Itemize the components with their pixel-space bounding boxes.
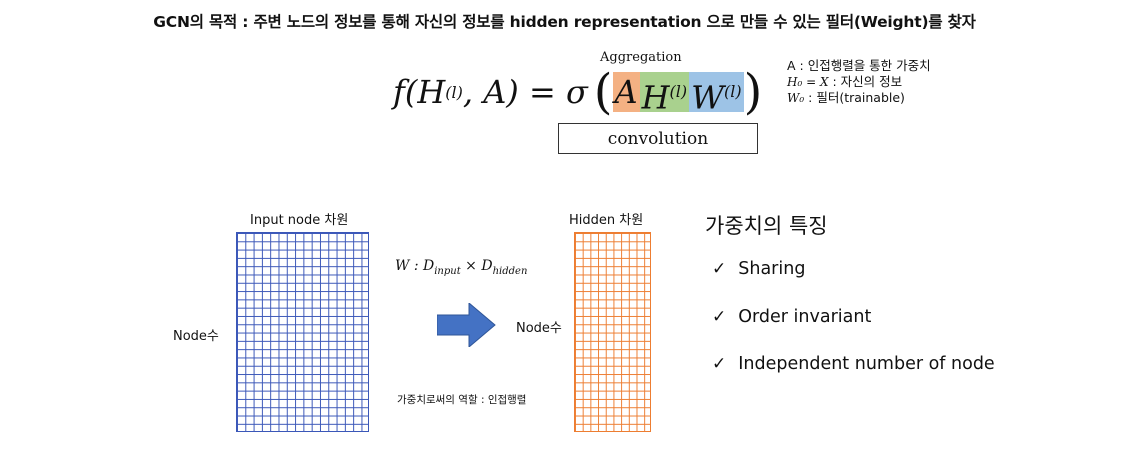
adjacency-role-note: 가중치로써의 역할 : 인접행렬 <box>397 394 527 406</box>
formula-lhs: f(H <box>393 73 446 111</box>
weight-eq-times: × D <box>460 258 493 274</box>
right-paren: ) <box>743 64 763 120</box>
hidden-matrix-grid <box>574 232 651 432</box>
note-filter-math: W₀ <box>787 91 805 105</box>
note-adjacency: A : 인접행렬을 통한 가중치 <box>787 58 931 73</box>
convolution-box: convolution <box>558 123 758 154</box>
weight-eq-sub-input: input <box>434 265 461 277</box>
formula-lhs-rest: , A) = σ <box>462 73 588 111</box>
left-paren: ( <box>593 64 613 120</box>
feature-item: ✓ Independent number of node <box>712 354 995 374</box>
convolution-label: convolution <box>607 128 709 149</box>
hidden-dim-label: Hidden 차원 <box>569 213 644 228</box>
feature-item: ✓ Order invariant <box>712 307 871 327</box>
features-title: 가중치의 특징 <box>705 214 828 238</box>
node-count-right: Node수 <box>516 321 562 336</box>
note-self-math: H₀ = X <box>787 75 829 89</box>
feature-item: ✓ Sharing <box>712 259 805 279</box>
check-icon: ✓ <box>712 354 727 374</box>
term-h-sup: (l) <box>669 82 688 101</box>
weight-eq-main: W : D <box>395 258 435 274</box>
formula-lhs-sup: (l) <box>445 82 463 102</box>
node-count-left: Node수 <box>173 329 219 344</box>
note-filter-text: : 필터(trainable) <box>804 90 905 105</box>
formula-notes: A : 인접행렬을 통한 가중치 H₀ = X : 자신의 정보 W₀ : 필터… <box>787 58 931 106</box>
feature-label: Independent number of node <box>738 354 995 374</box>
term-h-text: H <box>641 78 670 117</box>
input-dim-label: Input node 차원 <box>250 213 349 228</box>
weight-eq-sub-hidden: hidden <box>492 265 528 277</box>
term-a: A <box>612 72 640 112</box>
headline: GCN의 목적 : 주변 노드의 정보를 통해 자신의 정보를 hidden r… <box>153 13 976 31</box>
note-self-info: H₀ = X : 자신의 정보 <box>787 74 931 90</box>
term-h: H(l) <box>639 72 690 117</box>
feature-label: Sharing <box>738 259 806 279</box>
note-self-text: : 자신의 정보 <box>828 74 903 89</box>
input-matrix-grid <box>236 232 369 432</box>
right-arrow-icon <box>437 303 496 347</box>
note-filter: W₀ : 필터(trainable) <box>787 90 931 106</box>
check-icon: ✓ <box>712 307 727 327</box>
check-icon: ✓ <box>712 259 727 279</box>
term-w-text: W <box>691 78 725 117</box>
weight-dimension-eq: W : Dinput × Dhidden <box>395 258 527 277</box>
term-w: W(l) <box>689 72 744 117</box>
gcn-formula: f(H (l), A) = σ ( A H(l) W(l) ) <box>393 62 762 122</box>
term-w-sup: (l) <box>724 82 742 101</box>
aggregation-label: Aggregation <box>600 50 682 65</box>
feature-label: Order invariant <box>738 307 872 327</box>
